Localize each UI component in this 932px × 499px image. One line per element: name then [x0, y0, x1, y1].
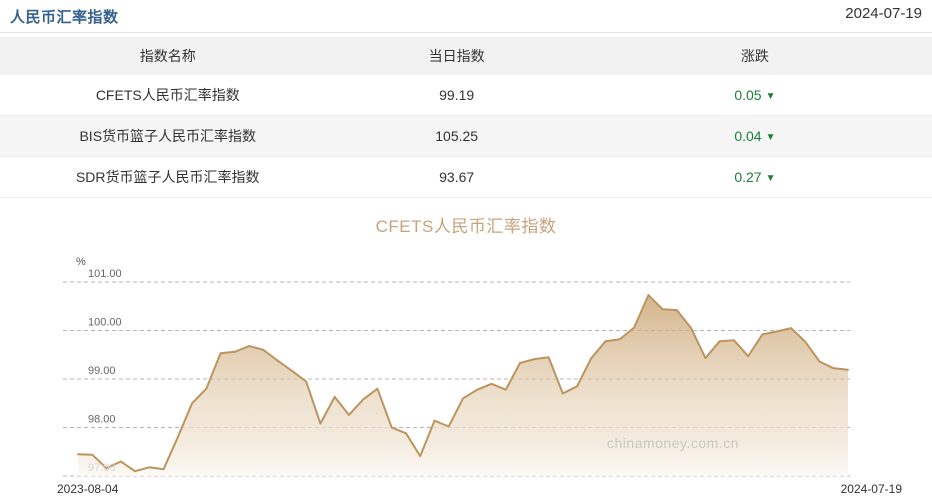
- table-body: CFETS人民币汇率指数 99.19 0.05 ▼ BIS货币篮子人民币汇率指数 105.…: [0, 75, 932, 198]
- page-date: 2024-07-19: [845, 5, 922, 22]
- x-axis-end-label: 2024-07-19: [841, 482, 903, 496]
- change-amount: 0.05: [734, 87, 762, 103]
- index-name-cell: SDR货币篮子人民币汇率指数: [75, 169, 260, 185]
- area-fill: [78, 295, 848, 476]
- change-value-cell: 0.05 ▼: [578, 87, 932, 103]
- y-axis-unit-label: %: [76, 256, 86, 268]
- change-amount: 0.27: [734, 169, 762, 185]
- table-row: SDR货币篮子人民币汇率指数 93.67 0.27 ▼: [0, 157, 932, 198]
- index-table: 指数名称 当日指数 涨跌 CFETS人民币汇率指数 99.19 0.05 ▼ BIS货币…: [0, 37, 932, 198]
- daily-index-value-cell: 99.19: [439, 87, 475, 103]
- column-header-index-name: 指数名称: [139, 48, 196, 64]
- down-arrow-icon: ▼: [765, 91, 776, 102]
- chart-svg[interactable]: % 101.00 100.00 99.00 98.00 97.00 2023-08-04…: [0, 245, 932, 497]
- change-amount: 0.04: [734, 128, 762, 144]
- table-header-row: 指数名称 当日指数 涨跌: [0, 37, 932, 75]
- table-row: CFETS人民币汇率指数 99.19 0.05 ▼: [0, 75, 932, 116]
- daily-index-value-cell: 105.25: [435, 128, 479, 144]
- column-header-daily-index: 当日指数: [428, 48, 485, 64]
- change-value-cell: 0.27 ▼: [578, 169, 932, 185]
- y-tick-label: 100.00: [88, 317, 122, 329]
- x-axis-start-label: 2023-08-04: [57, 482, 119, 496]
- down-arrow-icon: ▼: [765, 173, 776, 184]
- column-header-change: 涨跌: [740, 48, 769, 64]
- index-name-cell: BIS货币篮子人民币汇率指数: [79, 128, 257, 144]
- watermark-text: chinamoney.com.cn: [607, 435, 739, 451]
- index-name-cell: CFETS人民币汇率指数: [95, 87, 240, 103]
- y-tick-label: 101.00: [88, 268, 122, 280]
- y-tick-label: 98.00: [88, 414, 116, 426]
- cfets-index-area-chart[interactable]: % 101.00 100.00 99.00 98.00 97.00 2023-08-04…: [0, 245, 932, 497]
- down-arrow-icon: ▼: [765, 132, 776, 143]
- y-tick-label: 97.00: [88, 462, 116, 474]
- table-row: BIS货币篮子人民币汇率指数 105.25 0.04 ▼: [0, 116, 932, 157]
- title-bar: 人民币汇率指数 2024-07-19: [0, 0, 932, 33]
- y-tick-label: 99.00: [88, 365, 116, 377]
- page-title: 人民币汇率指数: [10, 8, 119, 26]
- y-axis-tick-labels: 101.00 100.00 99.00 98.00 97.00: [88, 268, 122, 474]
- chart-title: CFETS人民币汇率指数: [375, 217, 557, 236]
- index-line-series: [77, 294, 849, 473]
- daily-index-value-cell: 93.67: [439, 169, 475, 185]
- change-value-cell: 0.04 ▼: [578, 128, 932, 144]
